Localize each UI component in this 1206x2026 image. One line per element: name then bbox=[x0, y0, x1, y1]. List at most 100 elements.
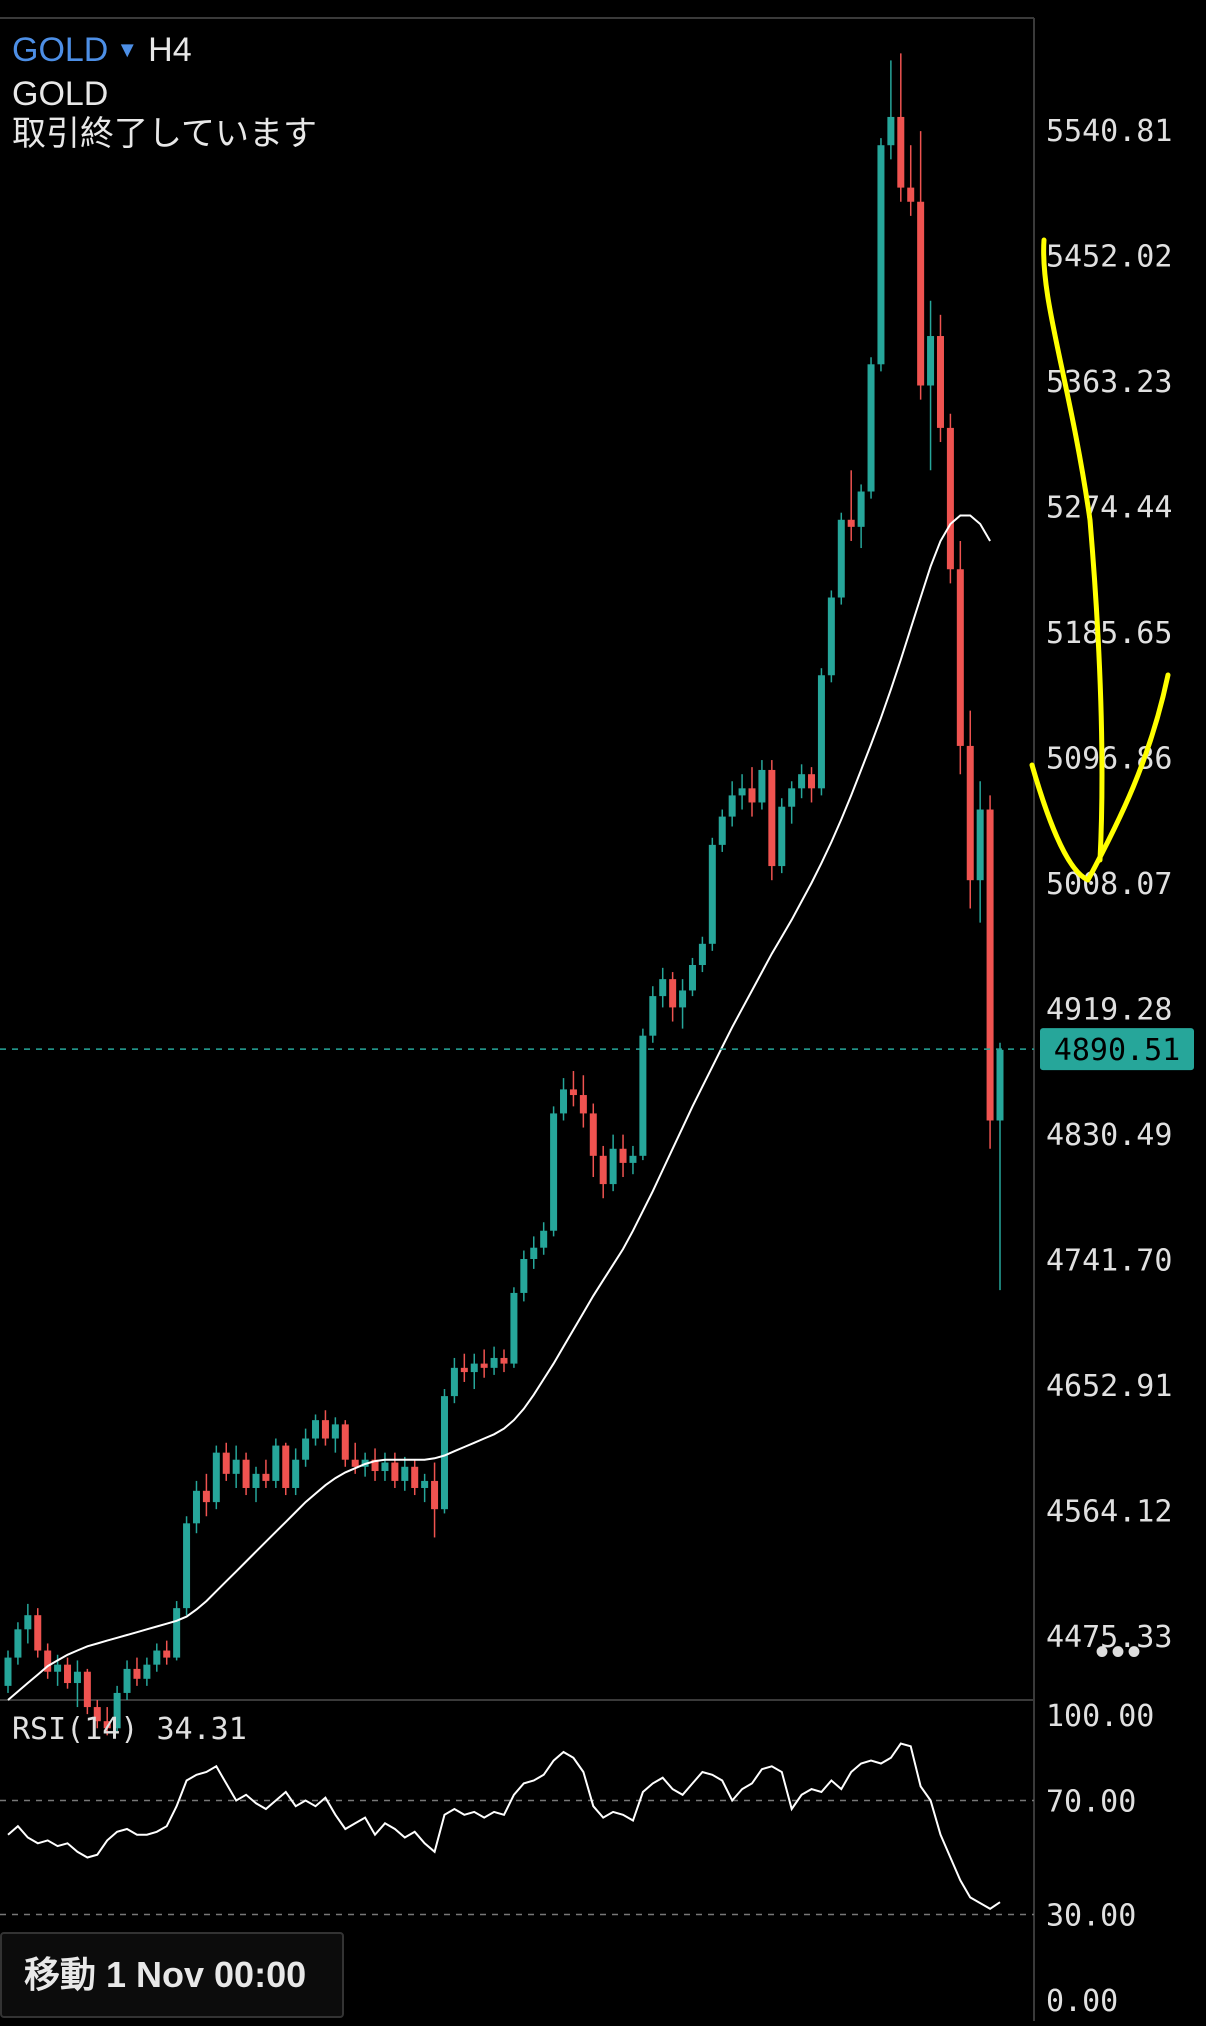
candle-body bbox=[460, 1367, 468, 1373]
candle-body bbox=[679, 990, 687, 1008]
candle-body bbox=[659, 979, 667, 997]
candle-body bbox=[113, 1692, 121, 1729]
candle-body bbox=[837, 519, 845, 598]
rsi-label: RSI(14) 34.31 bbox=[12, 1712, 247, 1747]
candle-body bbox=[421, 1480, 429, 1488]
price-tick-label: 5096.86 bbox=[1046, 741, 1172, 776]
candle-body bbox=[520, 1259, 528, 1293]
timeframe-label[interactable]: H4 bbox=[148, 31, 192, 69]
rsi-tick-label: 70.00 bbox=[1046, 1785, 1136, 1820]
candle-body bbox=[411, 1466, 419, 1488]
candle-body bbox=[976, 809, 984, 881]
candle-body bbox=[73, 1671, 81, 1684]
candlestick-series bbox=[4, 53, 1004, 1736]
candle-body bbox=[550, 1113, 558, 1231]
candle-body bbox=[569, 1089, 577, 1096]
candle-body bbox=[698, 943, 706, 966]
more-dots-icon[interactable]: ••• bbox=[1095, 1630, 1144, 1674]
candle-body bbox=[401, 1466, 409, 1481]
candle-body bbox=[887, 116, 895, 146]
candle-body bbox=[14, 1629, 22, 1658]
candle-body bbox=[718, 816, 726, 845]
symbol-selector[interactable]: GOLD ▼ H4 bbox=[12, 30, 192, 70]
candle-body bbox=[510, 1292, 518, 1364]
rsi-levels bbox=[0, 1799, 1034, 1916]
symbol-label[interactable]: GOLD bbox=[12, 31, 109, 69]
candle-body bbox=[123, 1668, 131, 1693]
rsi-axis: 100.00 70.00 30.00 0.00 bbox=[1046, 1699, 1154, 2019]
current-price-badge: 4890.51 bbox=[1040, 1028, 1194, 1071]
candle-body bbox=[649, 996, 657, 1036]
candle-body bbox=[966, 745, 974, 881]
candle-body bbox=[629, 1155, 637, 1163]
candle-body bbox=[212, 1452, 220, 1503]
price-tick-label: 5452.02 bbox=[1046, 239, 1172, 274]
candle-body bbox=[24, 1615, 32, 1630]
rsi-tick-label: 30.00 bbox=[1046, 1899, 1136, 1934]
candle-body bbox=[183, 1523, 191, 1609]
candle-body bbox=[103, 1721, 111, 1729]
candle-body bbox=[530, 1247, 538, 1260]
candle-body bbox=[788, 788, 796, 807]
price-tick-label: 4564.12 bbox=[1046, 1494, 1172, 1529]
move-cursor-label[interactable]: 移動 1 Nov 00:00 bbox=[0, 1932, 344, 2018]
candle-body bbox=[639, 1035, 647, 1156]
candle-body bbox=[431, 1480, 439, 1510]
candle-body bbox=[202, 1490, 210, 1503]
candle-body bbox=[808, 774, 816, 789]
candle-body bbox=[391, 1462, 399, 1481]
candle-body bbox=[490, 1357, 498, 1368]
candle-body bbox=[728, 795, 736, 817]
price-tick-label: 4741.70 bbox=[1046, 1243, 1172, 1278]
candle-body bbox=[351, 1459, 359, 1467]
candle-body bbox=[83, 1671, 91, 1708]
moving-average-line bbox=[7, 514, 991, 1701]
candle-body bbox=[827, 597, 835, 676]
candle-body bbox=[897, 116, 905, 188]
rsi-tick-label: 100.00 bbox=[1046, 1699, 1154, 1734]
price-tick-label: 5540.81 bbox=[1046, 114, 1172, 149]
candle-body bbox=[252, 1473, 260, 1488]
price-tick-label: 5008.07 bbox=[1046, 867, 1172, 902]
candle-body bbox=[302, 1438, 310, 1460]
candle-body bbox=[847, 519, 855, 527]
candle-body bbox=[93, 1707, 101, 1722]
candle-body bbox=[381, 1462, 389, 1472]
candle-body bbox=[560, 1089, 568, 1114]
candle-body bbox=[34, 1615, 42, 1651]
candle-body bbox=[312, 1420, 320, 1439]
candle-body bbox=[946, 427, 954, 570]
candle-body bbox=[272, 1445, 280, 1481]
candle-body bbox=[173, 1608, 181, 1658]
candle-body bbox=[936, 336, 944, 428]
candle-body bbox=[470, 1363, 478, 1373]
candle-body bbox=[688, 965, 696, 991]
rsi-line bbox=[7, 1742, 1001, 1910]
candle-body bbox=[133, 1668, 141, 1679]
candle-body bbox=[708, 844, 716, 944]
candle-body bbox=[192, 1490, 200, 1524]
candle-body bbox=[341, 1424, 349, 1460]
candle-body bbox=[64, 1664, 72, 1684]
dropdown-triangle-icon[interactable]: ▼ bbox=[116, 37, 139, 62]
candle-body bbox=[232, 1459, 240, 1474]
candle-body bbox=[986, 809, 994, 1121]
candle-body bbox=[292, 1459, 300, 1488]
price-tick-label: 4919.28 bbox=[1046, 992, 1172, 1027]
market-status: 取引終了しています bbox=[12, 115, 317, 153]
candle-body bbox=[371, 1459, 379, 1472]
candle-body bbox=[798, 774, 806, 789]
candle-body bbox=[599, 1155, 607, 1185]
current-price-text: 4890.51 bbox=[1054, 1033, 1180, 1068]
candle-body bbox=[768, 769, 776, 867]
hand-drawn-arrow bbox=[1029, 237, 1171, 883]
candle-body bbox=[877, 145, 885, 365]
candle-body bbox=[778, 806, 786, 867]
instrument-name: GOLD bbox=[12, 75, 109, 113]
candle-body bbox=[262, 1473, 270, 1481]
candle-body bbox=[619, 1148, 627, 1163]
price-axis: 5540.815452.025363.235274.445185.655096.… bbox=[1046, 114, 1172, 1655]
candle-body bbox=[907, 187, 915, 202]
